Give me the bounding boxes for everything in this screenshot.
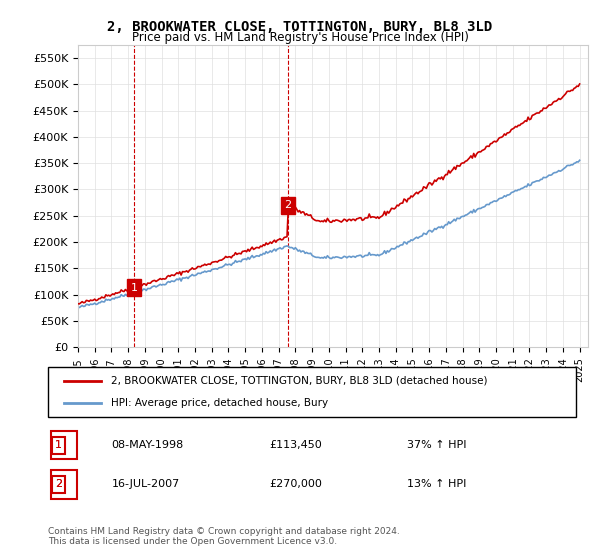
Text: 2, BROOKWATER CLOSE, TOTTINGTON, BURY, BL8 3LD: 2, BROOKWATER CLOSE, TOTTINGTON, BURY, B… — [107, 20, 493, 34]
Text: 2, BROOKWATER CLOSE, TOTTINGTON, BURY, BL8 3LD (detached house): 2, BROOKWATER CLOSE, TOTTINGTON, BURY, B… — [112, 376, 488, 386]
Text: 2: 2 — [284, 200, 291, 210]
Text: 2: 2 — [55, 479, 62, 489]
Text: 1: 1 — [131, 283, 137, 292]
Text: 37% ↑ HPI: 37% ↑ HPI — [407, 440, 467, 450]
Text: Contains HM Land Registry data © Crown copyright and database right 2024.
This d: Contains HM Land Registry data © Crown c… — [48, 526, 400, 546]
Text: 08-MAY-1998: 08-MAY-1998 — [112, 440, 184, 450]
Text: 1: 1 — [55, 440, 62, 450]
Text: 2: 2 — [55, 479, 62, 489]
FancyBboxPatch shape — [50, 431, 77, 459]
Text: 1: 1 — [55, 440, 62, 450]
Text: 1: 1 — [55, 440, 62, 450]
Text: Price paid vs. HM Land Registry's House Price Index (HPI): Price paid vs. HM Land Registry's House … — [131, 31, 469, 44]
Text: 2: 2 — [55, 479, 62, 489]
Text: HPI: Average price, detached house, Bury: HPI: Average price, detached house, Bury — [112, 398, 328, 408]
Text: £113,450: £113,450 — [270, 440, 323, 450]
Text: 13% ↑ HPI: 13% ↑ HPI — [407, 479, 466, 489]
Text: 16-JUL-2007: 16-JUL-2007 — [112, 479, 179, 489]
FancyBboxPatch shape — [50, 470, 77, 498]
Text: £270,000: £270,000 — [270, 479, 323, 489]
FancyBboxPatch shape — [48, 367, 576, 417]
